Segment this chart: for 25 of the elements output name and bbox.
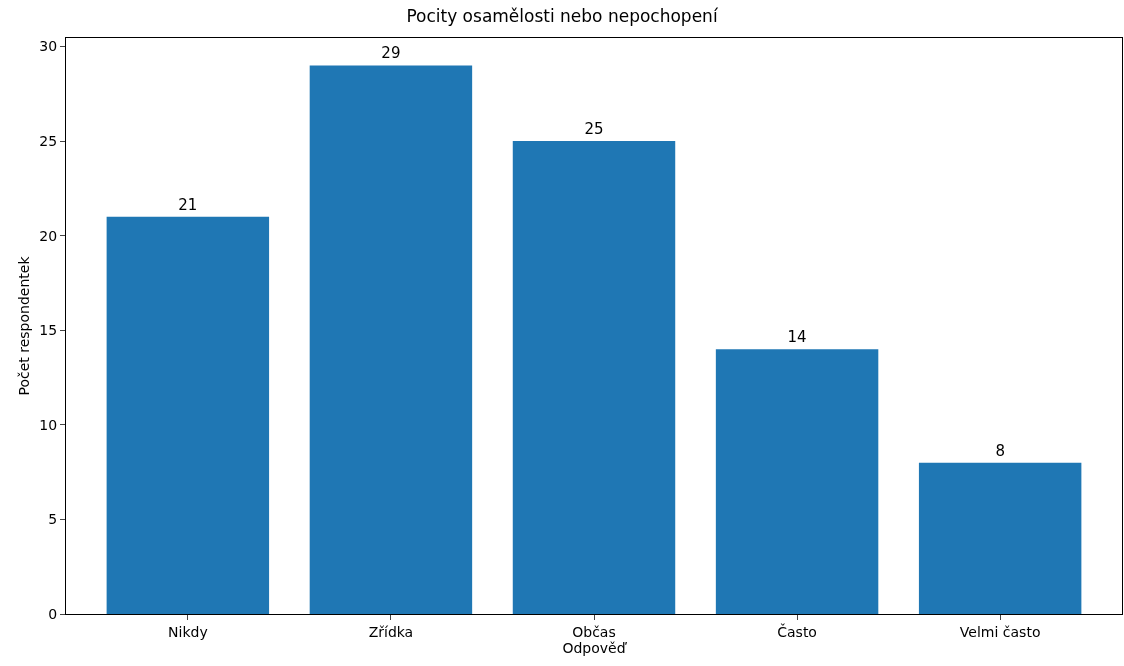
y-axis-title: Počet respondentek [15,255,32,396]
x-tick-label: Často [777,622,817,640]
y-tick-label: 10 [39,416,58,433]
x-tick-label: Zřídka [368,623,414,640]
y-tick-label: 0 [48,605,58,622]
y-tick-label: 15 [39,322,58,339]
x-tick-label: Občas [572,623,616,640]
x-tick-label: Nikdy [168,623,208,640]
y-tick-label: 5 [48,511,58,528]
bar [512,141,676,614]
chart-title: Pocity osamělosti nebo nepochopení [406,5,719,26]
data-label: 29 [381,44,401,63]
x-axis-title: Odpověď [562,640,628,657]
data-label: 21 [178,195,198,214]
bar [715,349,879,614]
bar [918,462,1082,614]
bar [106,216,270,614]
y-tick-label: 25 [39,132,58,149]
x-tick-label: Velmi často [959,623,1041,640]
y-tick-label: 30 [39,38,58,55]
y-tick-label: 20 [39,227,58,244]
data-label: 25 [584,120,604,139]
data-label: 14 [787,328,807,347]
data-label: 8 [995,441,1005,460]
bar [309,65,473,614]
